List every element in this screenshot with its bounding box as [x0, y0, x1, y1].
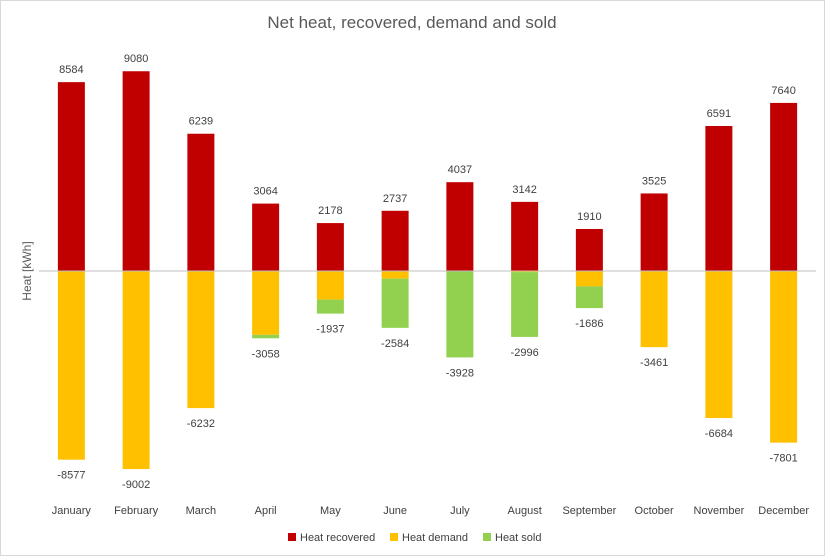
bar-heat-demand	[316, 271, 344, 300]
bar-heat-sold	[381, 278, 409, 328]
bar-heat-recovered	[511, 201, 539, 271]
legend-label: Heat demand	[402, 532, 468, 544]
x-tick-label: June	[383, 505, 407, 517]
bar-heat-recovered	[770, 102, 798, 271]
data-label-negative: -6232	[187, 418, 215, 430]
x-tick-label: November	[694, 505, 745, 517]
bar-heat-recovered	[122, 71, 150, 272]
bar-heat-recovered	[57, 82, 85, 271]
chart-title: Net heat, recovered, demand and sold	[267, 13, 556, 32]
legend-label: Heat sold	[495, 532, 541, 544]
bar-heat-recovered	[705, 125, 733, 271]
data-label-positive: 3064	[253, 186, 277, 198]
data-label-positive: 6591	[707, 108, 731, 120]
x-tick-label: October	[635, 505, 674, 517]
bar-heat-recovered	[187, 133, 215, 271]
data-label-positive: 3142	[512, 184, 536, 196]
bar-heat-demand	[640, 271, 668, 348]
legend-label: Heat recovered	[300, 532, 375, 544]
plot-area: 8584 -8577 January 9080 -9002 February 6239 -62…	[39, 53, 816, 517]
bar-heat-sold	[252, 334, 280, 339]
data-label-positive: 2737	[383, 193, 407, 205]
data-label-negative: -3928	[446, 367, 474, 379]
bar-heat-demand	[575, 271, 603, 287]
data-label-positive: 4037	[448, 164, 472, 176]
bar-heat-recovered	[446, 182, 474, 271]
x-tick-label: September	[562, 505, 616, 517]
data-label-negative: -3461	[640, 357, 668, 369]
x-tick-label: July	[450, 505, 470, 517]
data-label-negative: -7801	[770, 453, 798, 465]
data-label-negative: -6684	[705, 428, 733, 440]
bar-heat-sold	[511, 272, 539, 337]
bar-heat-recovered	[575, 228, 603, 271]
bar-heat-sold	[575, 286, 603, 309]
x-tick-label: May	[320, 505, 341, 517]
bar-heat-demand	[187, 271, 215, 409]
bar-heat-demand	[381, 271, 409, 279]
bar-heat-recovered	[381, 210, 409, 271]
legend-swatch	[390, 533, 398, 541]
bar-heat-sold	[446, 271, 474, 358]
bar-heat-sold	[316, 299, 344, 314]
x-tick-label: February	[114, 505, 159, 517]
x-tick-label: March	[186, 505, 217, 517]
data-label-negative: -8577	[57, 470, 85, 482]
bar-heat-recovered	[316, 223, 344, 271]
bar-heat-demand	[252, 271, 280, 335]
data-label-negative: -1686	[575, 318, 603, 330]
data-label-negative: -2584	[381, 338, 409, 350]
bar-heat-demand	[705, 271, 733, 419]
bar-heat-demand	[770, 271, 798, 443]
data-label-negative: -9002	[122, 479, 150, 491]
bar-heat-recovered	[640, 193, 668, 271]
data-label-positive: 6239	[189, 116, 213, 128]
data-label-negative: -3058	[252, 348, 280, 360]
data-label-negative: -2996	[511, 347, 539, 359]
data-label-positive: 1910	[577, 211, 601, 223]
legend: Heat recovered Heat demand Heat sold	[288, 532, 541, 544]
data-label-positive: 2178	[318, 205, 342, 217]
bar-heat-demand	[57, 271, 85, 460]
data-label-positive: 8584	[59, 64, 83, 76]
data-label-negative: -1937	[316, 324, 344, 336]
bar-heat-demand	[122, 271, 150, 470]
x-tick-label: January	[52, 505, 92, 517]
legend-swatch	[483, 533, 491, 541]
data-label-positive: 3525	[642, 175, 666, 187]
y-axis-title: Heat [kWh]	[20, 241, 34, 300]
data-label-positive: 9080	[124, 53, 148, 65]
bar-heat-recovered	[252, 203, 280, 271]
legend-swatch	[288, 533, 296, 541]
x-tick-label: August	[508, 505, 542, 517]
x-tick-label: December	[758, 505, 809, 517]
data-label-positive: 7640	[771, 85, 795, 97]
bar-heat-demand	[511, 271, 539, 273]
x-tick-label: April	[255, 505, 277, 517]
